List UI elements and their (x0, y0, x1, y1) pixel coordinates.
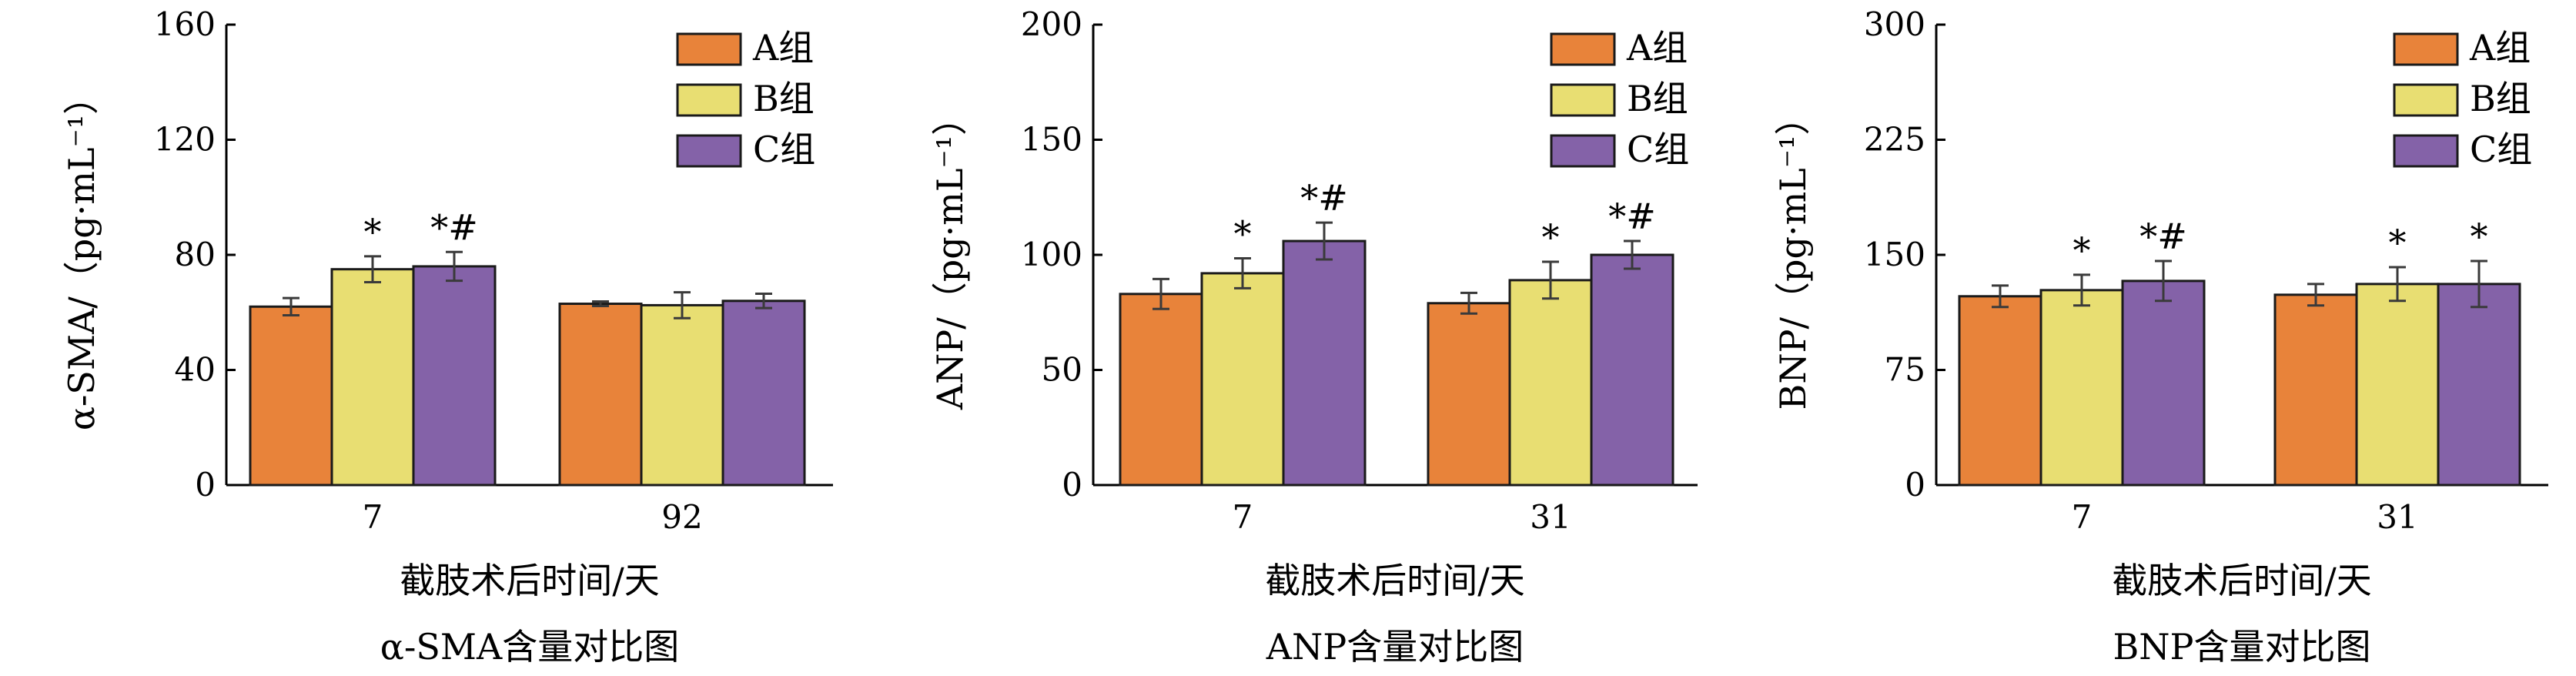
y-tick-label: 80 (175, 236, 216, 273)
chart-title: α-SMA含量对比图 (380, 626, 679, 668)
y-axis-label: ANP/（pg·mL⁻¹） (929, 100, 971, 410)
legend-swatch (2393, 32, 2459, 66)
legend-label: A组 (752, 27, 814, 69)
significance-mark: * (364, 211, 382, 253)
y-axis-label: α-SMA/（pg·mL⁻¹） (61, 79, 102, 430)
x-axis-label: 截肢术后时间/天 (2112, 560, 2372, 601)
legend-swatch (2393, 134, 2459, 168)
legend-swatch (1550, 134, 1616, 168)
chart-title: ANP含量对比图 (1266, 626, 1524, 668)
legend-swatch (1550, 83, 1616, 117)
significance-mark: * (2389, 222, 2407, 263)
significance-mark: * (1542, 216, 1560, 258)
bar (640, 303, 724, 487)
bar (1119, 293, 1203, 487)
y-tick-label: 150 (1864, 236, 1925, 273)
y-tick-label: 40 (175, 351, 216, 389)
legend-label: A组 (1626, 27, 1688, 69)
bar (2039, 289, 2124, 487)
y-axis-label: BNP/（pg·mL⁻¹） (1772, 100, 1814, 410)
chart-panel-3: 0 75 150 225 300 BNP/（pg·mL⁻¹） * *# 7 * * 31截肢术后时间/… (1772, 5, 2548, 668)
y-tick-label: 0 (1905, 466, 1925, 504)
legend-swatch (1550, 32, 1616, 66)
y-tick-label: 75 (1885, 351, 1925, 389)
bar (412, 265, 497, 487)
chart-title: BNP含量对比图 (2113, 626, 2370, 668)
y-tick-label: 200 (1021, 5, 1082, 43)
x-tick-label: 7 (363, 498, 383, 536)
chart-panel-2: 0 50 100 150 200 ANP/（pg·mL⁻¹） * *# 7 * *# 31截肢术后时间… (929, 5, 1698, 668)
x-axis-label: 截肢术后时间/天 (400, 560, 660, 601)
legend-label: B组 (753, 78, 815, 119)
bar (249, 305, 333, 487)
bar (1282, 239, 1367, 487)
y-tick-label: 120 (154, 121, 216, 159)
significance-mark: *# (1300, 177, 1348, 219)
bar (330, 268, 415, 487)
legend-label: C组 (2470, 129, 2532, 170)
x-tick-label: 92 (661, 498, 702, 536)
bar (2355, 283, 2440, 487)
y-tick-label: 100 (1021, 236, 1082, 273)
significance-mark: *# (430, 206, 478, 248)
y-tick-label: 225 (1864, 121, 1925, 159)
bar (2437, 283, 2521, 487)
bar (2121, 279, 2206, 487)
legend-swatch (676, 134, 742, 168)
y-tick-label: 50 (1042, 351, 1082, 389)
x-tick-label: 31 (1530, 498, 1571, 536)
significance-mark: * (1234, 213, 1252, 254)
bar (2273, 293, 2358, 487)
x-tick-label: 7 (1233, 498, 1253, 536)
bar (1958, 295, 2042, 487)
legend-swatch (676, 83, 742, 117)
significance-mark: * (2471, 216, 2488, 257)
significance-mark: * (2073, 229, 2091, 271)
x-tick-label: 7 (2072, 498, 2093, 536)
legend-label: C组 (753, 129, 815, 170)
y-tick-label: 150 (1021, 121, 1082, 159)
bar (1590, 253, 1674, 487)
y-tick-label: 0 (195, 466, 216, 504)
legend-swatch (676, 32, 742, 66)
bar (1200, 272, 1285, 487)
legend-label: B组 (1627, 78, 1688, 119)
y-tick-label: 0 (1062, 466, 1082, 504)
y-tick-label: 300 (1864, 5, 1925, 43)
bar (721, 300, 806, 487)
x-axis-label: 截肢术后时间/天 (1265, 560, 1525, 601)
bar (558, 303, 643, 487)
significance-mark: *# (1608, 196, 1656, 237)
chart-panel-1: 0 40 80 120 160 α-SMA/（pg·mL⁻¹） * *# 7 92截肢术后时间/天… (61, 5, 833, 668)
bar (1427, 302, 1511, 487)
legend-label: C组 (1627, 129, 1689, 170)
bar (1508, 279, 1593, 487)
legend-label: A组 (2469, 27, 2531, 69)
legend-label: B组 (2470, 78, 2531, 119)
significance-mark: *# (2139, 216, 2187, 257)
legend-swatch (2393, 83, 2459, 117)
x-tick-label: 31 (2377, 498, 2417, 536)
y-tick-label: 160 (154, 5, 216, 43)
